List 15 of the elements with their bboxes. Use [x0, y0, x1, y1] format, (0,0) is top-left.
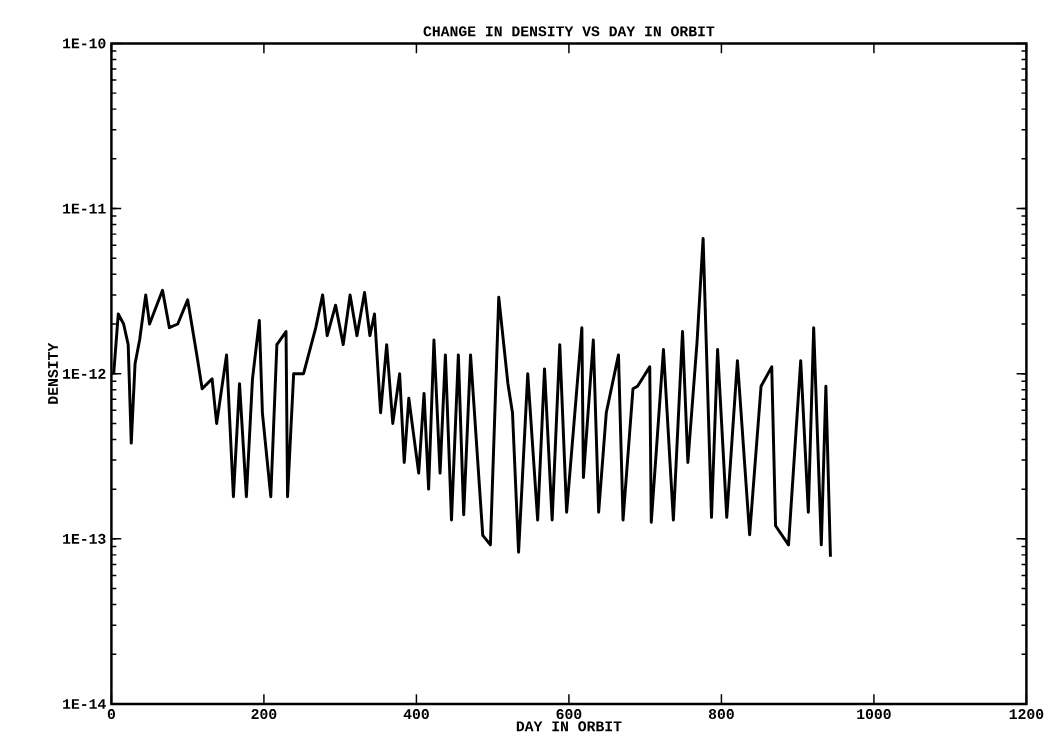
chart-title: CHANGE IN DENSITY VS DAY IN ORBIT [423, 26, 715, 37]
y-tick-label: 1E-12 [63, 368, 106, 379]
y-tick-label: 1E-13 [63, 533, 106, 544]
y-tick-label: 1E-11 [63, 203, 106, 214]
x-tick-label: 0 [107, 708, 115, 719]
x-tick-label: 800 [708, 708, 734, 719]
x-axis-title: DAY IN ORBIT [516, 721, 622, 732]
x-tick-label: 600 [556, 708, 582, 719]
y-axis-title: DENSITY [47, 342, 58, 404]
x-tick-label: 200 [251, 708, 277, 719]
x-tick-label: 400 [403, 708, 429, 719]
y-tick-label: 1E-14 [63, 699, 106, 709]
y-tick-label: 1E-10 [63, 38, 106, 49]
x-tick-label: 1200 [1009, 708, 1044, 719]
x-tick-label: 1000 [857, 708, 891, 719]
